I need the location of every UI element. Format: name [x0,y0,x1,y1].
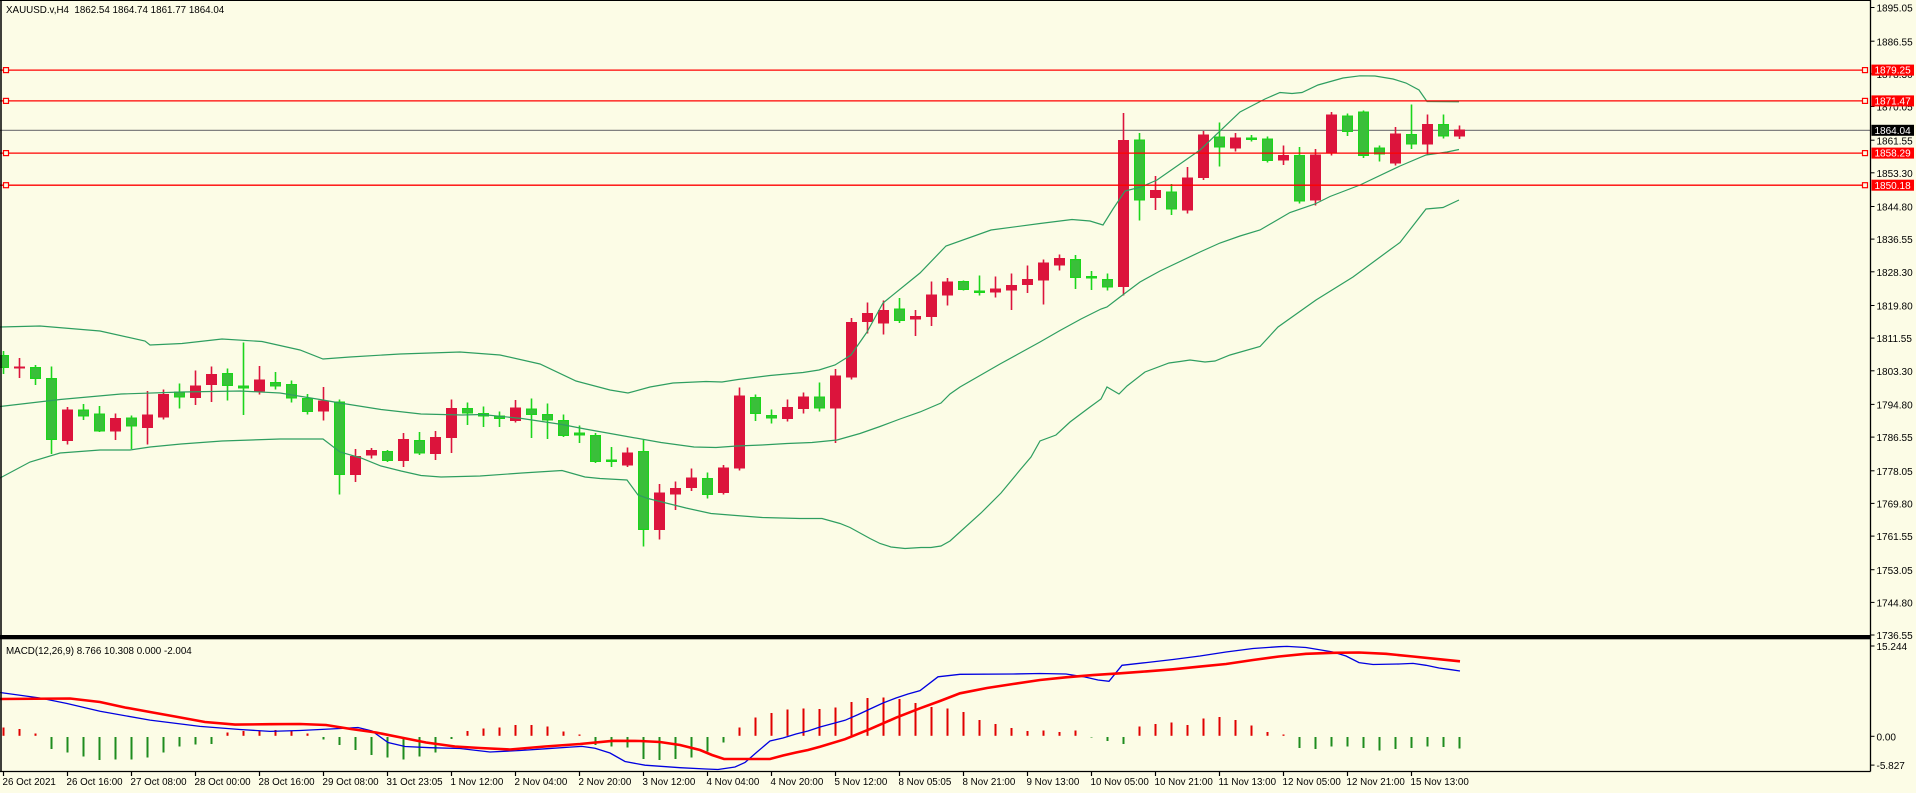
svg-text:28 Oct 16:00: 28 Oct 16:00 [259,777,316,788]
svg-text:1794.80: 1794.80 [1877,401,1914,412]
svg-text:8 Nov 05:05: 8 Nov 05:05 [899,777,952,788]
svg-text:1861.55: 1861.55 [1877,136,1914,147]
svg-text:12 Nov 21:00: 12 Nov 21:00 [1347,777,1406,788]
svg-text:29 Oct 08:00: 29 Oct 08:00 [323,777,380,788]
svg-text:1803.30: 1803.30 [1877,367,1914,378]
svg-text:28 Oct 00:00: 28 Oct 00:00 [195,777,252,788]
svg-text:1778.05: 1778.05 [1877,467,1914,478]
svg-text:27 Oct 08:00: 27 Oct 08:00 [131,777,188,788]
svg-text:1864.04: 1864.04 [1875,126,1912,137]
svg-text:1853.30: 1853.30 [1877,169,1914,180]
svg-text:3 Nov 12:00: 3 Nov 12:00 [643,777,696,788]
svg-text:12 Nov 05:00: 12 Nov 05:00 [1283,777,1342,788]
svg-text:5 Nov 12:00: 5 Nov 12:00 [835,777,888,788]
svg-text:1844.80: 1844.80 [1877,203,1914,214]
svg-text:1858.29: 1858.29 [1875,149,1912,160]
svg-text:9 Nov 13:00: 9 Nov 13:00 [1027,777,1080,788]
svg-text:1753.05: 1753.05 [1877,566,1914,577]
svg-text:1871.47: 1871.47 [1875,97,1912,108]
svg-text:1819.80: 1819.80 [1877,302,1914,313]
svg-text:1870.05: 1870.05 [1877,103,1914,114]
svg-text:-5.827: -5.827 [1877,761,1906,772]
svg-text:15 Nov 13:00: 15 Nov 13:00 [1411,777,1470,788]
svg-text:1828.30: 1828.30 [1877,268,1914,279]
svg-text:XAUUSD.v,H4 1862.54 1864.74 1: XAUUSD.v,H4 1862.54 1864.74 1861.77 1864… [6,5,225,16]
svg-text:1786.55: 1786.55 [1877,433,1914,444]
svg-text:1895.05: 1895.05 [1877,4,1914,15]
svg-text:2 Nov 04:00: 2 Nov 04:00 [515,777,568,788]
svg-text:MACD(12,26,9) 8.766 10.308 0.0: MACD(12,26,9) 8.766 10.308 0.000 -2.004 [6,646,192,657]
svg-text:10 Nov 05:00: 10 Nov 05:00 [1091,777,1150,788]
svg-text:10 Nov 21:00: 10 Nov 21:00 [1155,777,1214,788]
svg-text:26 Oct 2021: 26 Oct 2021 [3,777,56,788]
svg-text:4 Nov 20:00: 4 Nov 20:00 [771,777,824,788]
svg-text:2 Nov 20:00: 2 Nov 20:00 [579,777,632,788]
svg-text:1761.55: 1761.55 [1877,532,1914,543]
svg-text:15.244: 15.244 [1877,642,1908,653]
svg-text:31 Oct 23:05: 31 Oct 23:05 [387,777,444,788]
svg-text:26 Oct 16:00: 26 Oct 16:00 [67,777,124,788]
svg-text:1850.18: 1850.18 [1875,181,1912,192]
svg-text:1836.55: 1836.55 [1877,235,1914,246]
svg-text:1744.80: 1744.80 [1877,599,1914,610]
svg-text:1811.55: 1811.55 [1877,334,1913,345]
svg-text:8 Nov 21:00: 8 Nov 21:00 [963,777,1016,788]
svg-text:1736.55: 1736.55 [1877,631,1914,642]
svg-text:0.00: 0.00 [1877,732,1897,743]
svg-text:1886.55: 1886.55 [1877,37,1914,48]
svg-text:4 Nov 04:00: 4 Nov 04:00 [707,777,760,788]
svg-text:1 Nov 12:00: 1 Nov 12:00 [451,777,504,788]
svg-text:1879.25: 1879.25 [1875,66,1912,77]
svg-text:11 Nov 13:00: 11 Nov 13:00 [1219,777,1277,788]
svg-text:1769.80: 1769.80 [1877,500,1914,511]
